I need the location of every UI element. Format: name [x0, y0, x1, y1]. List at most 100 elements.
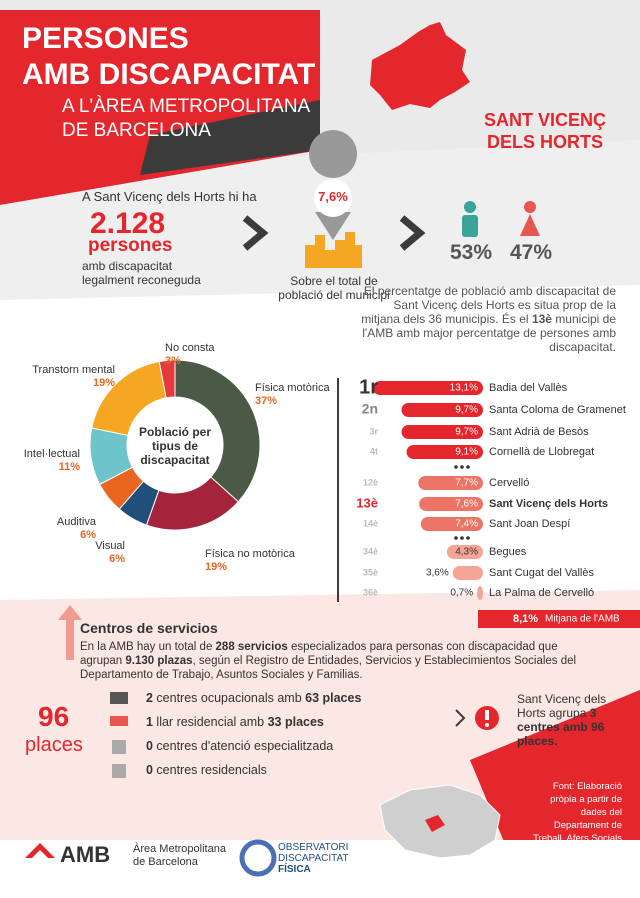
ranking-name: Sant Vicenç dels Horts [489, 498, 608, 510]
services-title: Centros de servicios [80, 620, 218, 636]
text-run: 1 [146, 715, 153, 729]
text-run: especializados para personas con discapa… [80, 641, 558, 667]
text-run: llar residencial amb [152, 715, 268, 729]
bg-footer [0, 840, 640, 898]
rank: 35è [363, 567, 378, 577]
ellipsis-dot [460, 465, 464, 469]
municipality: DELS HORTS [486, 132, 603, 152]
text-run: 13è [531, 312, 552, 326]
places-unit: places [25, 734, 83, 756]
ranking-bar [401, 425, 483, 439]
observatori: DISCAPACITAT [278, 853, 349, 864]
ranking-bar [401, 403, 483, 417]
ellipsis-dot [454, 465, 458, 469]
ellipsis-dot [460, 536, 464, 540]
amb-name: de Barcelona [133, 856, 198, 868]
icon-bed [110, 716, 128, 726]
ellipsis-dot [454, 536, 458, 540]
ranking-bar [418, 476, 483, 490]
note: El percentatge de població amb discapaci… [360, 284, 616, 354]
donut-label: Física motòrica [255, 382, 330, 394]
service-item: 0 centres residencials [146, 763, 267, 777]
amb-logo-text: AMB [60, 842, 111, 867]
rank: 34è [363, 546, 378, 556]
donut-label: Transtorn mental [32, 364, 115, 376]
donut-title: Població per tipus de discapacitat [138, 425, 212, 467]
donut-segment [158, 359, 176, 399]
ranking-name: Cornellà de Llobregat [489, 446, 594, 458]
ranking-value: 4,3% [455, 547, 478, 558]
text-run: El percentatge de població amb discapaci… [361, 284, 616, 326]
ranking-value: 7,4% [455, 519, 478, 530]
rank: 36è [363, 587, 378, 597]
woman-icon [524, 201, 536, 213]
man-icon [462, 215, 478, 237]
donut-label: No consta [165, 342, 215, 354]
text-run: 0 [146, 739, 153, 753]
count: 2.128 [90, 207, 166, 240]
average-box [478, 610, 640, 628]
donut-label: Auditiva [56, 516, 96, 528]
pin [309, 130, 358, 178]
ranking-name: Sant Cugat del Vallès [489, 567, 594, 579]
text-run: 2 [146, 691, 153, 705]
banner-shadow [140, 100, 320, 175]
text-run: 3 centres amb 96 places. [517, 706, 605, 748]
arrow [455, 709, 466, 727]
obs-logo [239, 839, 277, 877]
icon-home [112, 764, 126, 778]
men: 53% [450, 241, 493, 264]
text-run: 63 places [305, 691, 362, 705]
text-run: centres residencials [152, 763, 267, 777]
ranking-name: Cervelló [489, 477, 529, 489]
title: PERSONES [22, 22, 189, 55]
ranking-bar [477, 586, 483, 600]
pin-tip [315, 212, 351, 240]
text-run: 9.130 plazas [125, 655, 193, 667]
ranking-bar [446, 545, 483, 559]
donut-value: 6% [80, 529, 96, 541]
amb-logo [25, 843, 55, 858]
rank: 1r [359, 376, 378, 398]
share-caption: Sobre el total de població del municipi [278, 274, 390, 302]
donut-value: 6% [109, 553, 125, 565]
donut-value: 19% [92, 377, 115, 389]
ranking-value: 7,6% [455, 499, 478, 510]
ranking-name: Begues [489, 546, 527, 558]
donut-label: Visual [95, 540, 125, 552]
women: 47% [510, 241, 553, 264]
arrow [242, 215, 269, 251]
average-value: 8,1% [513, 613, 538, 625]
text-run: 288 servicios [215, 641, 288, 653]
title: AMB DISCAPACITAT [22, 58, 316, 91]
subtitle: A L'ÀREA METROPOLITANA [62, 96, 311, 117]
rank: 4t [370, 446, 378, 456]
rank: 2n [362, 401, 378, 417]
amb-map-highlight [425, 815, 445, 832]
ranking-bar [420, 517, 483, 531]
rank: 3r [369, 426, 378, 436]
text-run: municipi de l'AMB amb major percentatge … [362, 312, 616, 354]
alert-icon [485, 723, 489, 727]
ellipsis-dot [466, 465, 470, 469]
arrow [399, 215, 426, 251]
text-run: Sant Vicenç dels Horts agrupa [517, 692, 607, 720]
ranking-bar [452, 566, 483, 580]
text-run: centres d'atenció especialitzada [152, 739, 334, 753]
icon-work [110, 692, 128, 704]
ranking-name: Badia del Vallès [489, 382, 568, 394]
ellipsis-dot [466, 536, 470, 540]
text-run: , según el Registro de Entidades, Servic… [80, 655, 577, 681]
donut-value: 3% [165, 355, 181, 367]
subtitle: DE BARCELONA [62, 120, 211, 141]
rank: 13è [356, 495, 378, 510]
unit: persones [88, 235, 173, 256]
source: Font: Elaboració pròpia a partir de dade… [533, 781, 622, 870]
ranking-value: 9,1% [455, 447, 478, 458]
source-banner [470, 690, 640, 880]
services-paragraph: En la AMB hay un total de 288 servicios … [80, 640, 600, 682]
ranking-bar [406, 445, 483, 459]
city-icon [305, 232, 362, 268]
